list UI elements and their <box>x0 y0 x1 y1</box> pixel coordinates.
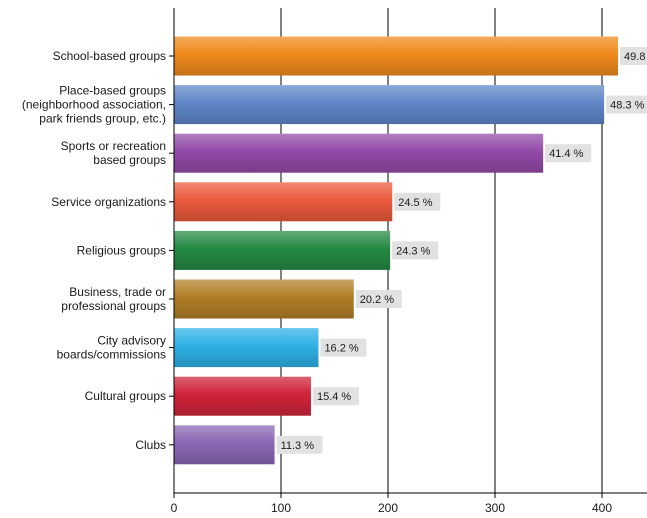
data-label: 24.3 % <box>396 245 430 257</box>
bar <box>174 425 275 465</box>
bar <box>174 279 354 319</box>
category-label: Business, trade or professional groups <box>61 285 166 313</box>
labels: 0 100 200 300 400 School-based groups 49.8 % Pl… <box>22 47 647 515</box>
data-label-box <box>392 241 439 260</box>
category-label: School-based groups <box>53 49 166 63</box>
bar <box>174 376 311 416</box>
x-tick-label: 200 <box>378 501 398 515</box>
data-label: 20.2 % <box>360 294 394 306</box>
bars <box>174 36 619 465</box>
category-label: Place-based groups (neighborhood associat… <box>22 84 166 126</box>
data-label-box <box>312 387 359 406</box>
category-label: Religious groups <box>77 243 166 257</box>
data-label-box <box>320 338 367 357</box>
data-label-box <box>606 95 647 114</box>
data-label: 11.3 % <box>281 440 315 452</box>
data-label-box <box>276 435 323 454</box>
data-label: 15.4 % <box>317 391 351 403</box>
category-label: Sports or recreation based groups <box>61 139 166 167</box>
data-label: 24.5 % <box>398 197 432 209</box>
data-label-box <box>620 47 647 65</box>
x-tick-label: 0 <box>171 501 178 515</box>
category-label: Cultural groups <box>85 389 166 403</box>
data-label-box <box>355 290 402 308</box>
axes <box>169 8 647 498</box>
x-tick-label: 300 <box>485 501 505 515</box>
category-label: Service organizations <box>51 195 166 209</box>
bar <box>174 328 319 368</box>
category-label: Clubs <box>135 438 166 452</box>
bar <box>174 85 605 125</box>
category-label: City advisory boards/commissions <box>57 334 166 362</box>
bar <box>174 230 391 270</box>
bar <box>174 133 544 173</box>
data-label: 41.4 % <box>549 148 583 160</box>
bar <box>174 182 393 222</box>
bar <box>174 36 619 76</box>
data-label: 49.8 % <box>624 51 647 63</box>
data-label: 48.3 % <box>610 100 644 112</box>
x-tick-label: 100 <box>271 501 291 515</box>
x-tick-label: 400 <box>592 501 612 515</box>
data-label: 16.2 % <box>324 343 358 355</box>
data-label-box <box>545 144 592 163</box>
data-label-box <box>394 192 441 211</box>
